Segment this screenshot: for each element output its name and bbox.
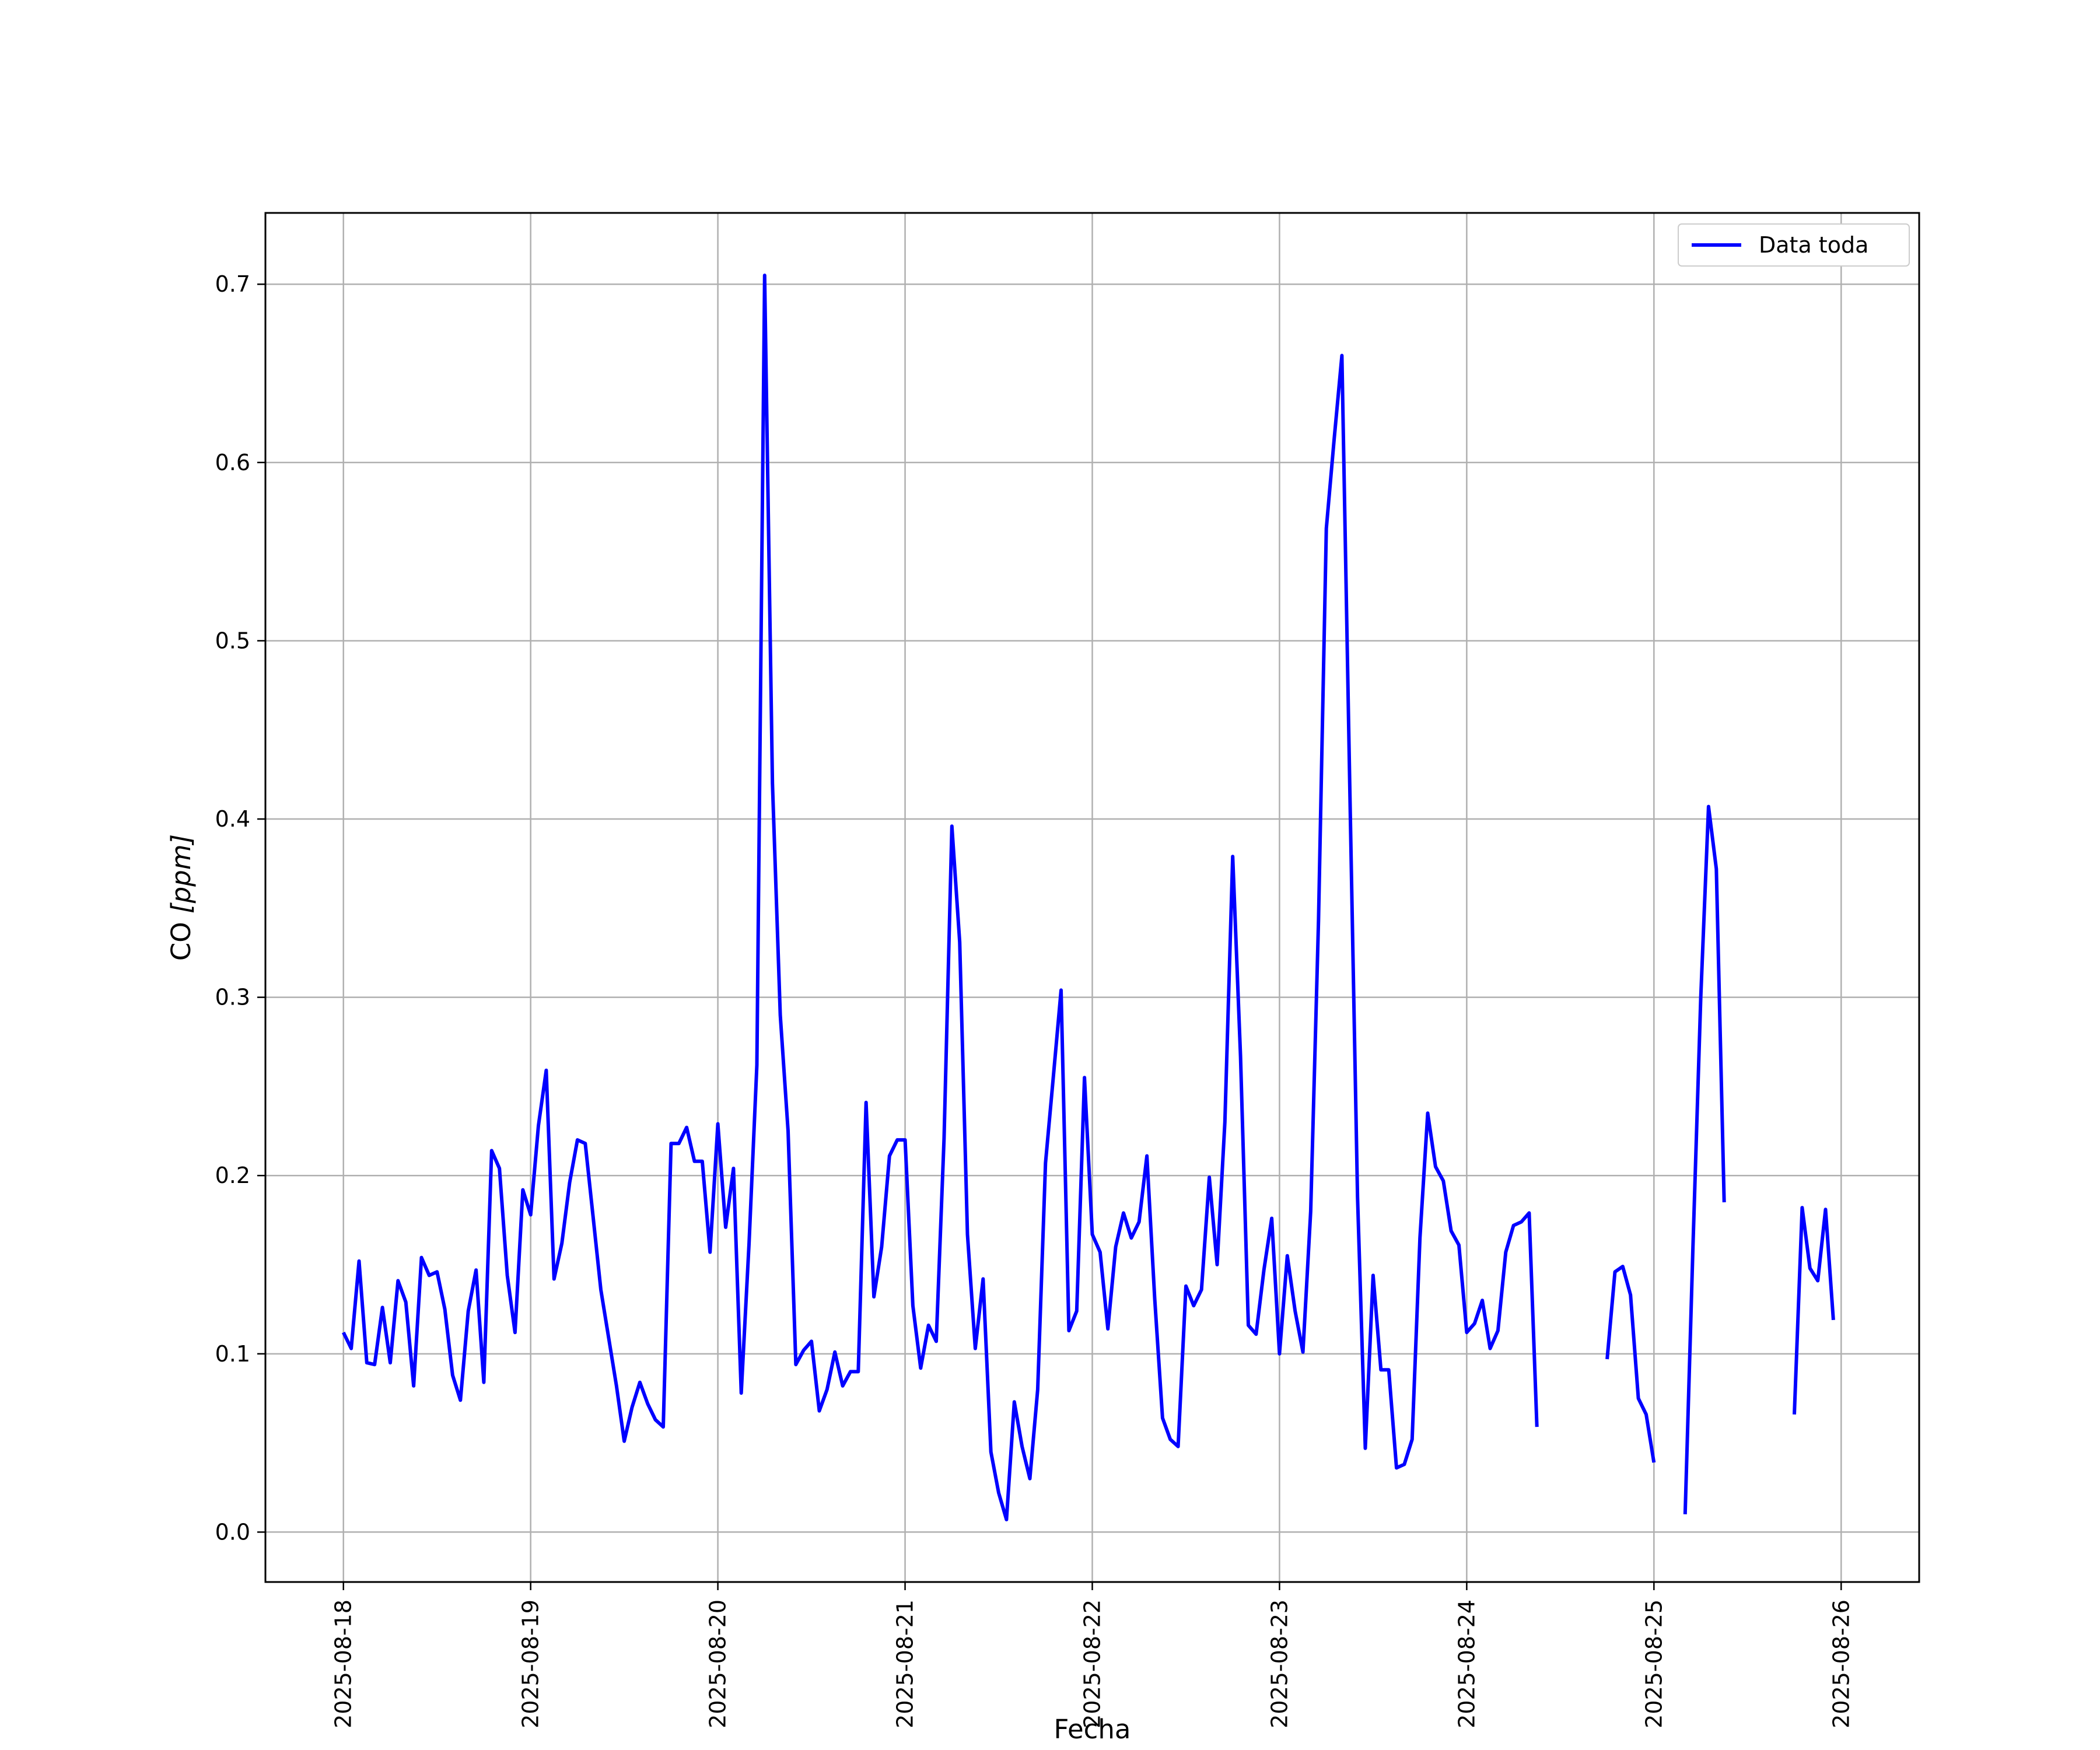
x-tick-label: 2025-08-19 [518,1600,544,1728]
series-line-data-toda [1793,1206,1835,1415]
y-tick-label: 0.6 [215,450,250,475]
legend-box [1678,223,1910,267]
x-tick-label: 2025-08-26 [1828,1600,1854,1728]
x-tick-label: 2025-08-23 [1266,1600,1292,1728]
series-line-data-toda [1683,804,1726,1514]
y-tick-label: 0.5 [215,628,250,653]
x-axis-label: Fecha [1054,1714,1131,1745]
grid-lines [265,213,1919,1582]
x-tick-label: 2025-08-21 [892,1600,918,1728]
series-line-data-toda [1605,1265,1656,1463]
legend-label-data-toda: Data toda [1759,232,1868,258]
x-tick-label: 2025-08-22 [1080,1600,1105,1728]
y-axis: 0.0 0.1 0.2 0.3 0.4 0.5 0.6 0.7 [215,271,265,1545]
x-tick-label: 2025-08-24 [1454,1600,1479,1728]
legend: Data toda [1678,223,1910,267]
x-tick-label: 2025-08-25 [1641,1600,1667,1728]
x-tick-label: 2025-08-20 [705,1600,731,1728]
y-tick-label: 0.0 [215,1519,250,1545]
x-axis: 2025-08-18 2025-08-19 2025-08-20 2025-08-21… [331,1582,1854,1728]
y-tick-label: 0.3 [215,985,250,1010]
y-axis-label-main: CO [166,914,197,961]
y-axis-label-unit: [ppm] [166,834,197,914]
y-tick-label: 0.7 [215,271,250,297]
x-tick-label: 2025-08-18 [331,1600,356,1728]
y-tick-label: 0.4 [215,806,250,832]
series-layer [342,274,1835,1521]
y-tick-label: 0.2 [215,1163,250,1188]
series-line-data-toda [342,274,1539,1521]
y-axis-label: CO [ppm] [166,834,197,961]
y-tick-label: 0.1 [215,1341,250,1367]
